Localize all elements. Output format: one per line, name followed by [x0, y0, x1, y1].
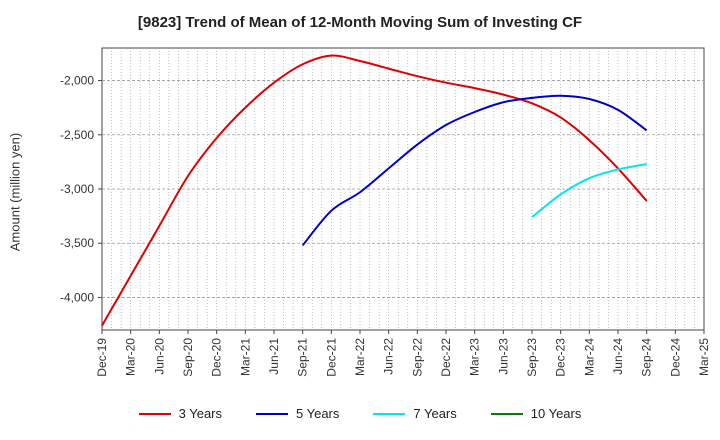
series-line-7-years: [531, 163, 647, 218]
y-tick-label: -2,000: [60, 74, 94, 88]
y-tick-label: -3,500: [60, 236, 94, 250]
legend: 3 Years 5 Years 7 Years 10 Years: [0, 406, 720, 421]
y-tick-label: -4,000: [60, 290, 94, 304]
legend-label: 3 Years: [178, 406, 222, 421]
x-tick-label: Mar-21: [238, 338, 252, 376]
x-tick-label: Sep-23: [525, 338, 539, 377]
x-tick-label: Jun-23: [496, 338, 510, 375]
chart-title: [9823] Trend of Mean of 12-Month Moving …: [137, 14, 583, 31]
x-tick-label: Jun-20: [152, 338, 166, 375]
x-tick-label: Mar-24: [582, 338, 596, 376]
y-ticks: -4,000 -3,500 -3,000 -2,500 -2,000: [60, 74, 102, 304]
x-tick-label: Dec-22: [439, 338, 453, 377]
series-line-3-years: [101, 54, 648, 327]
x-tick-label: Dec-23: [554, 338, 568, 377]
x-tick-label: Mar-20: [124, 338, 138, 376]
x-tick-label: Mar-22: [353, 338, 367, 376]
grid-lines: [102, 48, 704, 330]
x-tick-label: Jun-22: [382, 338, 396, 375]
legend-swatch: [373, 412, 406, 415]
legend-swatch: [490, 412, 523, 415]
legend-item-7-years: 7 Years: [373, 406, 457, 421]
x-tick-label: Mar-23: [468, 338, 482, 376]
x-tick-label: Dec-21: [324, 338, 338, 377]
x-tick-label: Dec-20: [210, 338, 224, 377]
x-tick-label: Sep-24: [640, 338, 654, 377]
legend-label: 10 Years: [530, 406, 582, 421]
legend-item-5-years: 5 Years: [256, 406, 339, 421]
x-tick-label: Jun-24: [611, 338, 625, 375]
x-tick-label: Sep-22: [410, 338, 424, 377]
y-tick-label: -2,500: [60, 128, 94, 142]
legend-item-3-years: 3 Years: [138, 406, 222, 421]
series-lines: [101, 54, 648, 327]
legend-swatch: [138, 412, 171, 415]
x-tick-label: Dec-19: [95, 338, 109, 377]
y-tick-label: -3,000: [60, 182, 94, 196]
x-ticks: Dec-19 Mar-20 Jun-20 Sep-20 Dec-20 Mar-21 Jun-…: [95, 330, 711, 377]
legend-item-10-years: 10 Years: [490, 406, 582, 421]
x-tick-label: Jun-21: [267, 338, 281, 375]
x-tick-label: Mar-25: [697, 338, 711, 376]
x-tick-label: Sep-20: [181, 338, 195, 377]
legend-swatch: [256, 412, 288, 415]
x-tick-label: Sep-21: [296, 338, 310, 377]
series-line-5-years: [301, 94, 648, 247]
x-tick-label: Dec-24: [668, 338, 682, 377]
legend-label: 5 Years: [296, 406, 340, 421]
legend-label: 7 Years: [413, 406, 457, 421]
